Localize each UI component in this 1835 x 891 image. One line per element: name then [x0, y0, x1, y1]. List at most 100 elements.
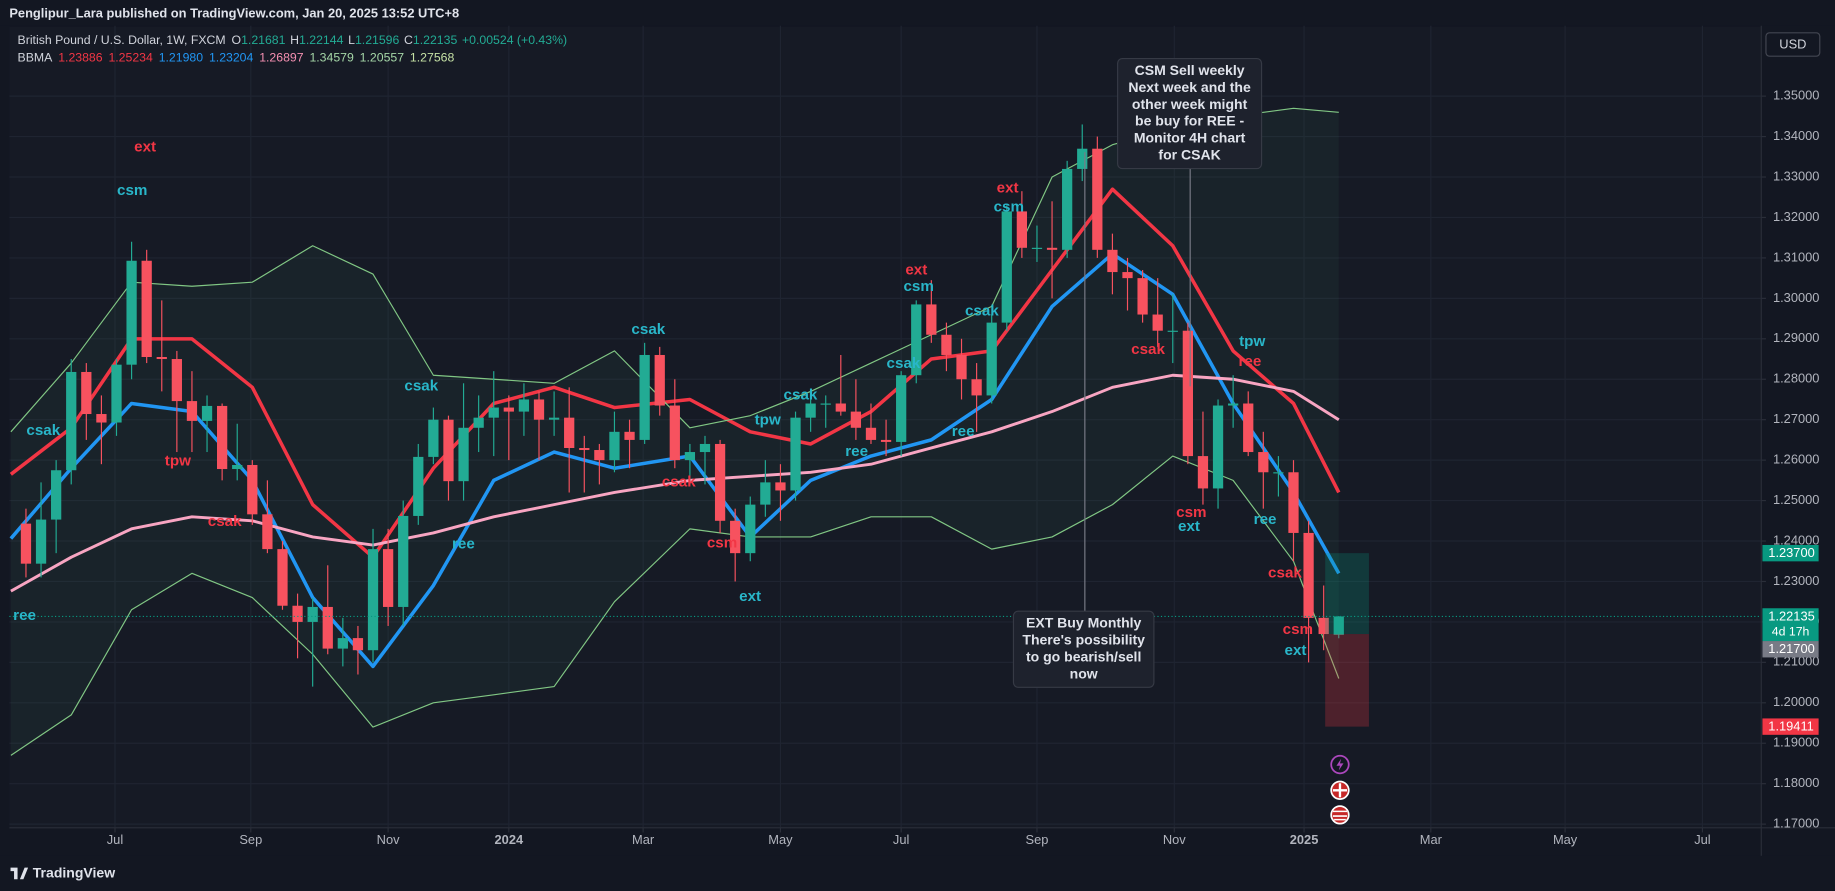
candle-body	[126, 260, 137, 365]
x-tick-label: 2025	[1290, 832, 1319, 847]
candle-body	[307, 606, 318, 622]
callout-text: now	[1070, 665, 1098, 681]
legend-symbol: British Pound / U.S. Dollar, 1W, FXCM	[18, 33, 226, 47]
candle-body	[1243, 403, 1254, 453]
annotation: tpw	[165, 452, 191, 469]
x-tick-label: Nov	[1163, 832, 1186, 847]
us-flag-icon[interactable]	[1330, 805, 1350, 825]
legend-indicator: BBMA	[18, 51, 54, 65]
publisher: Penglipur_Lara published on TradingView.…	[9, 5, 459, 20]
price-badge	[1762, 718, 1819, 735]
x-tick-label: Nov	[377, 832, 400, 847]
annotation: csak	[404, 377, 438, 394]
annotation: csak	[1268, 565, 1302, 582]
candle-body	[594, 450, 605, 461]
legend-indicator-value: 1.21980	[159, 51, 204, 65]
annotation: csm	[994, 198, 1024, 215]
x-tick-label: Mar	[632, 832, 655, 847]
candle-body	[1092, 148, 1103, 250]
annotation: tpw	[755, 411, 781, 428]
price-badge	[1762, 641, 1819, 658]
y-tick-label: 1.21000	[1773, 654, 1819, 669]
callout-box	[1117, 57, 1263, 170]
candle-body	[382, 549, 394, 607]
target-zone	[1325, 553, 1369, 635]
candle-body	[699, 443, 711, 453]
candle-body	[564, 417, 575, 449]
candle-body	[1031, 247, 1043, 249]
candle-body	[775, 482, 786, 491]
annotation: csm	[117, 182, 147, 199]
candle-body	[171, 359, 182, 402]
y-tick-label: 1.28000	[1773, 371, 1819, 386]
callout-text: CSM Sell weekly	[1135, 62, 1245, 78]
callout-text: There's possibility	[1022, 631, 1145, 647]
candle-body	[533, 399, 545, 420]
y-tick-label: 1.20000	[1773, 694, 1819, 709]
candle-body	[96, 414, 107, 423]
candle-body	[1333, 616, 1344, 635]
annotation: ext	[997, 180, 1019, 197]
annotation: ree	[845, 443, 868, 460]
candle-body	[352, 638, 364, 651]
annotation: csm	[903, 278, 933, 295]
candle-body	[247, 464, 258, 515]
annotation: ext	[134, 139, 156, 156]
callout-text: Monitor 4H chart	[1134, 130, 1246, 146]
x-tick-label: 2024	[495, 832, 524, 847]
candle-body	[503, 407, 514, 412]
candle-body	[941, 334, 952, 355]
annotation: ree	[1254, 511, 1277, 528]
candle-body	[156, 356, 167, 360]
candle-body	[624, 431, 635, 440]
y-tick-label: 1.33000	[1773, 168, 1819, 183]
x-tick-label: Jul	[893, 832, 909, 847]
header-bar	[0, 0, 1835, 26]
current-price-label: 1.22135	[1768, 608, 1814, 623]
candle-body	[232, 464, 243, 470]
legend-change: +0.00524 (+0.43%)	[462, 33, 567, 47]
candle-body	[986, 322, 997, 396]
callout-text: be buy for REE -	[1135, 113, 1244, 129]
callout-text: other week might	[1132, 96, 1248, 112]
candle-body	[1228, 403, 1239, 406]
y-tick-label: 1.35000	[1773, 88, 1819, 103]
candle-body	[548, 417, 560, 420]
callout-text: for CSAK	[1158, 147, 1220, 163]
legend-indicator-line: BBMA 1.23886 1.25234 1.21980 1.23204 1.26897 1…	[18, 51, 455, 65]
lightning-icon	[1336, 758, 1344, 771]
y-tick-label: 1.30000	[1773, 290, 1819, 305]
legend-ohlc-label: L	[348, 33, 355, 47]
annotation: csak	[26, 422, 60, 439]
legend-ohlc-value: 1.22144	[299, 33, 344, 47]
annotation: csak	[631, 321, 665, 338]
candle-body	[1107, 249, 1118, 273]
candle-body	[609, 431, 620, 461]
annotation: ext	[1285, 642, 1307, 659]
candle-body	[896, 375, 907, 442]
annotation: ext	[905, 261, 927, 278]
candle-body	[745, 504, 756, 554]
annotation: csak	[662, 473, 696, 490]
y-tick-label: 1.25000	[1773, 492, 1819, 507]
countdown: 4d 17h	[1772, 625, 1810, 639]
candle-body	[35, 519, 47, 564]
candle-body	[926, 304, 937, 335]
candle-body	[81, 371, 92, 415]
candle-body	[880, 439, 892, 442]
candle-body	[1001, 211, 1012, 323]
annotation: csak	[965, 302, 999, 319]
candle-body	[111, 364, 122, 423]
y-tick-label: 1.18000	[1773, 775, 1819, 790]
legend-indicator-value: 1.26897	[259, 51, 304, 65]
candle-body	[1212, 405, 1224, 489]
candle-body	[322, 606, 333, 649]
y-tick-label: 1.17000	[1773, 816, 1819, 831]
currency-button[interactable]	[1765, 32, 1821, 57]
candle-body	[760, 482, 771, 505]
currency-label: USD	[1779, 36, 1806, 51]
annotation: ext	[739, 588, 761, 605]
candle-body	[1122, 272, 1133, 279]
x-tick-label: Jul	[1694, 832, 1710, 847]
grid	[9, 25, 1762, 828]
